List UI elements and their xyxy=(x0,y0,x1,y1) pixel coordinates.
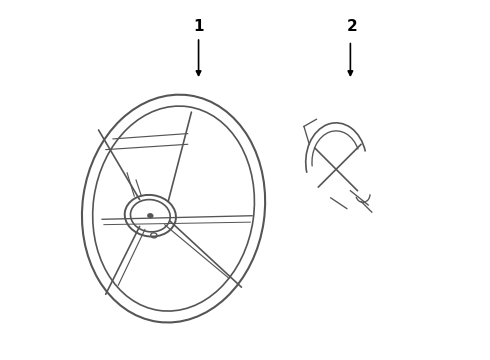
Text: 1: 1 xyxy=(194,19,204,34)
Ellipse shape xyxy=(147,213,153,218)
Text: 2: 2 xyxy=(347,19,358,34)
